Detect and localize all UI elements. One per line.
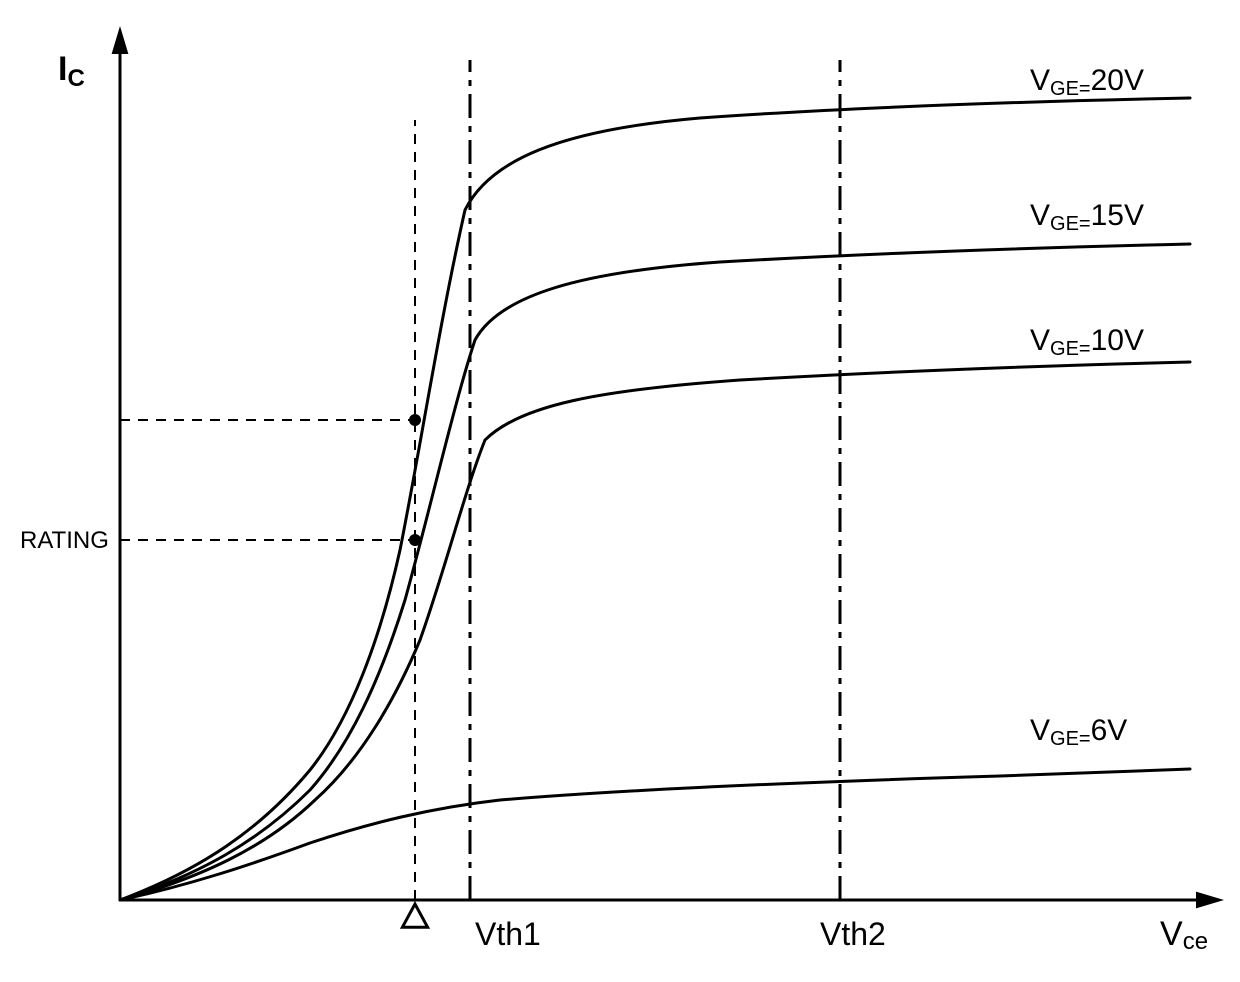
rating-label: RATING (20, 527, 109, 554)
vref-label-vth1: Vth1 (475, 916, 541, 952)
href-dot-upper_point (409, 414, 421, 426)
vref-label-vth2: Vth2 (820, 916, 886, 952)
chart-background (0, 0, 1240, 982)
